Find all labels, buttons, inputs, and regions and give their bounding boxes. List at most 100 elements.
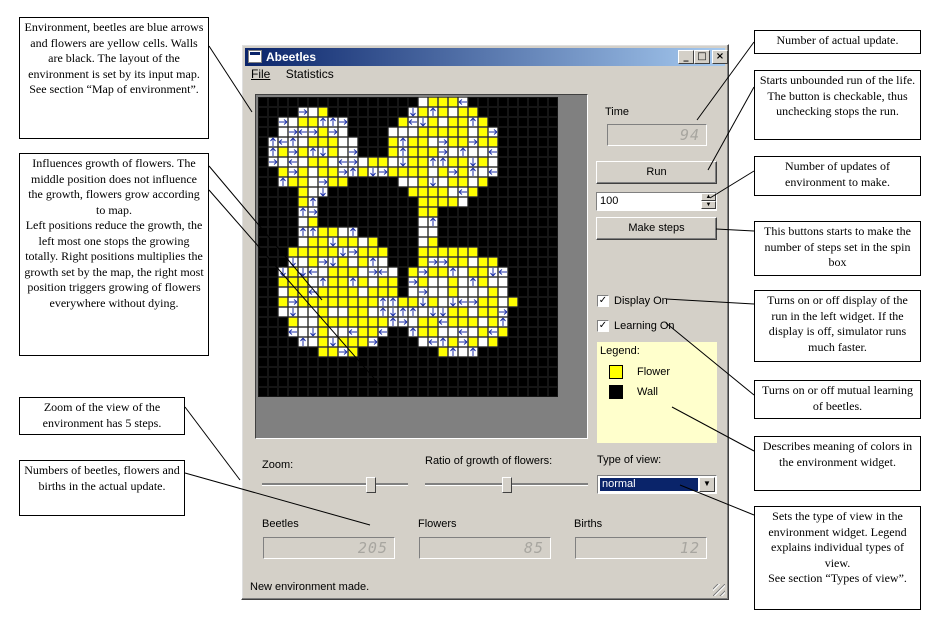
beetle-arrow-icon — [429, 259, 438, 265]
grid-cell — [278, 127, 288, 137]
grid-cell — [338, 217, 348, 227]
grid-cell — [548, 227, 558, 237]
maximize-button[interactable]: □ — [694, 50, 710, 64]
grid-cell — [528, 297, 538, 307]
grid-cell — [528, 207, 538, 217]
grid-cell — [548, 187, 558, 197]
beetle-arrow-icon — [419, 269, 428, 275]
beetle-arrow-icon — [470, 117, 476, 126]
grid-cell — [528, 347, 538, 357]
resize-grip-icon[interactable] — [713, 584, 725, 596]
grid-cell — [548, 117, 558, 127]
grid-cell — [478, 337, 488, 347]
growth-ratio-slider-thumb[interactable] — [502, 477, 512, 493]
grid-cell — [398, 367, 408, 377]
beetle-arrow-icon — [439, 259, 448, 265]
grid-cell — [288, 387, 298, 397]
menu-statistics[interactable]: Statistics — [286, 67, 334, 81]
grid-cell — [528, 257, 538, 267]
grid-cell — [328, 167, 338, 177]
grid-cell — [318, 377, 328, 387]
chevron-down-icon[interactable]: ▼ — [699, 477, 715, 492]
grid-cell — [348, 367, 358, 377]
grid-cell — [398, 347, 408, 357]
grid-cell — [508, 147, 518, 157]
grid-cell — [328, 357, 338, 367]
make-steps-button[interactable]: Make steps — [596, 217, 717, 240]
learning-checkbox[interactable]: ✓ — [597, 320, 609, 332]
grid-cell — [418, 367, 428, 377]
grid-cell — [508, 227, 518, 237]
environment-widget[interactable] — [255, 94, 588, 439]
grid-cell — [268, 267, 278, 277]
learning-label[interactable]: Learning On — [614, 320, 675, 332]
grid-cell — [378, 337, 388, 347]
grid-cell — [328, 227, 338, 237]
grid-cell — [298, 177, 308, 187]
close-button[interactable]: × — [712, 50, 728, 64]
beetle-arrow-icon — [449, 169, 458, 175]
grid-cell — [448, 277, 458, 287]
grid-cell — [258, 147, 268, 157]
grid-cell — [378, 187, 388, 197]
grid-cell — [408, 387, 418, 397]
grid-cell — [508, 287, 518, 297]
beetle-arrow-icon — [279, 119, 288, 125]
grid-cell — [368, 327, 378, 337]
grid-cell — [268, 187, 278, 197]
beetle-arrow-icon — [330, 117, 336, 126]
grid-cell — [448, 207, 458, 217]
grid-cell — [308, 347, 318, 357]
zoom-slider[interactable] — [262, 477, 408, 493]
grid-cell — [258, 387, 268, 397]
grid-cell — [418, 257, 428, 267]
grid-cell — [378, 197, 388, 207]
spin-down-arrow-icon[interactable]: ▼ — [701, 201, 716, 209]
grid-cell — [338, 327, 348, 337]
steps-spinbox[interactable]: 100 ▲ ▼ — [596, 192, 717, 211]
spin-up-arrow-icon[interactable]: ▲ — [701, 193, 716, 201]
minimize-button[interactable]: _ — [678, 50, 694, 64]
beetle-arrow-icon — [409, 279, 418, 285]
grid-cell — [528, 337, 538, 347]
grid-cell — [548, 287, 558, 297]
grid-cell — [518, 267, 528, 277]
beetle-arrow-icon — [450, 267, 456, 276]
grid-cell — [468, 237, 478, 247]
grid-cell — [288, 357, 298, 367]
run-button[interactable]: Run — [596, 161, 717, 184]
title-bar[interactable]: Abeetles _ □ × — [245, 48, 728, 66]
grid-cell — [548, 147, 558, 157]
grid-cell — [378, 347, 388, 357]
grid-cell — [458, 197, 468, 207]
menu-file[interactable]: File — [251, 67, 270, 81]
grid-cell — [548, 247, 558, 257]
grid-cell — [398, 377, 408, 387]
display-label[interactable]: Display On — [614, 295, 668, 307]
grid-cell — [458, 247, 468, 257]
grid-cell — [548, 207, 558, 217]
environment-grid[interactable] — [256, 95, 587, 438]
grid-cell — [538, 377, 548, 387]
grid-cell — [308, 217, 318, 227]
grid-cell — [268, 327, 278, 337]
grid-cell — [388, 367, 398, 377]
grid-cell — [388, 287, 398, 297]
grid-cell — [468, 377, 478, 387]
grid-cell — [298, 387, 308, 397]
grid-cell — [308, 177, 318, 187]
grid-cell — [278, 157, 288, 167]
grid-cell — [328, 157, 338, 167]
grid-cell — [258, 307, 268, 317]
grid-cell — [318, 207, 328, 217]
grid-cell — [408, 137, 418, 147]
grid-cell — [518, 337, 528, 347]
grid-cell — [268, 247, 278, 257]
grid-cell — [278, 187, 288, 197]
grid-cell — [338, 127, 348, 137]
zoom-slider-thumb[interactable] — [366, 477, 376, 493]
growth-ratio-slider[interactable] — [425, 477, 588, 493]
display-checkbox[interactable]: ✓ — [597, 295, 609, 307]
view-type-combo[interactable]: normal ▼ — [597, 475, 717, 494]
grid-cell — [548, 277, 558, 287]
